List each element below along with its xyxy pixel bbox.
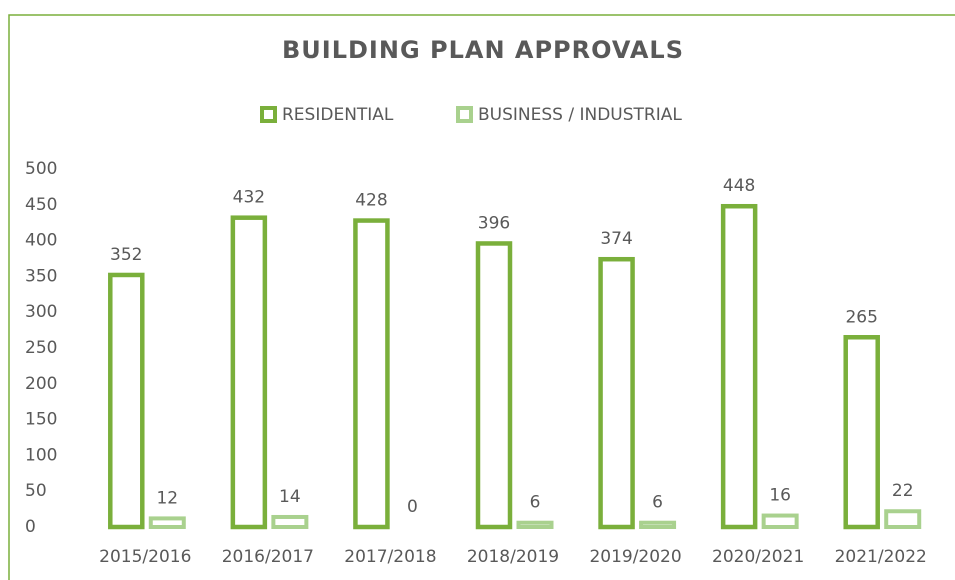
- bar: [475, 241, 513, 530]
- y-tick-label: 250: [25, 338, 57, 358]
- x-tick-label: 2021/2022: [835, 547, 927, 567]
- data-label: 6: [652, 493, 663, 513]
- bar: [148, 516, 186, 530]
- y-tick-label: 500: [25, 159, 57, 179]
- data-label: 448: [723, 176, 755, 196]
- bar: [230, 215, 268, 530]
- legend-label: RESIDENTIAL: [282, 105, 394, 125]
- y-tick-label: 400: [25, 231, 57, 251]
- bar: [271, 514, 309, 530]
- y-tick-label: 450: [25, 195, 57, 215]
- legend-label: BUSINESS / INDUSTRIAL: [478, 105, 682, 125]
- bar: [884, 509, 922, 529]
- chart-border: [8, 14, 955, 580]
- data-label: 6: [530, 493, 541, 513]
- bar: [639, 520, 677, 529]
- data-label: 0: [407, 497, 418, 517]
- x-tick-label: 2018/2019: [467, 547, 559, 567]
- bar: [598, 256, 635, 530]
- bar: [761, 513, 799, 530]
- bar: [353, 218, 390, 530]
- legend-marker: [456, 106, 473, 123]
- data-label: 22: [892, 481, 914, 501]
- y-tick-label: 300: [25, 302, 57, 322]
- data-label: 432: [233, 188, 265, 208]
- y-tick-label: 150: [25, 410, 57, 430]
- x-tick-label: 2016/2017: [222, 547, 314, 567]
- bar: [108, 272, 145, 530]
- x-tick-label: 2017/2018: [344, 547, 436, 567]
- data-label: 14: [279, 487, 301, 507]
- bar: [843, 335, 880, 530]
- data-label: 352: [110, 245, 142, 265]
- data-label: 374: [600, 229, 632, 249]
- x-tick-label: 2020/2021: [712, 547, 804, 567]
- x-tick-label: 2019/2020: [589, 547, 681, 567]
- bar: [516, 520, 554, 529]
- data-label: 428: [355, 191, 387, 211]
- data-label: 265: [845, 307, 877, 327]
- y-tick-label: 0: [25, 517, 36, 537]
- y-tick-label: 100: [25, 445, 57, 465]
- legend-marker: [260, 106, 277, 123]
- x-tick-label: 2015/2016: [99, 547, 191, 567]
- data-label: 12: [156, 488, 178, 508]
- data-label: 16: [769, 486, 791, 506]
- chart-title: BUILDING PLAN APPROVALS: [282, 36, 684, 64]
- y-tick-label: 350: [25, 266, 57, 286]
- y-tick-label: 50: [25, 481, 47, 501]
- bar: [720, 203, 758, 530]
- data-label: 396: [478, 213, 510, 233]
- y-tick-label: 200: [25, 374, 57, 394]
